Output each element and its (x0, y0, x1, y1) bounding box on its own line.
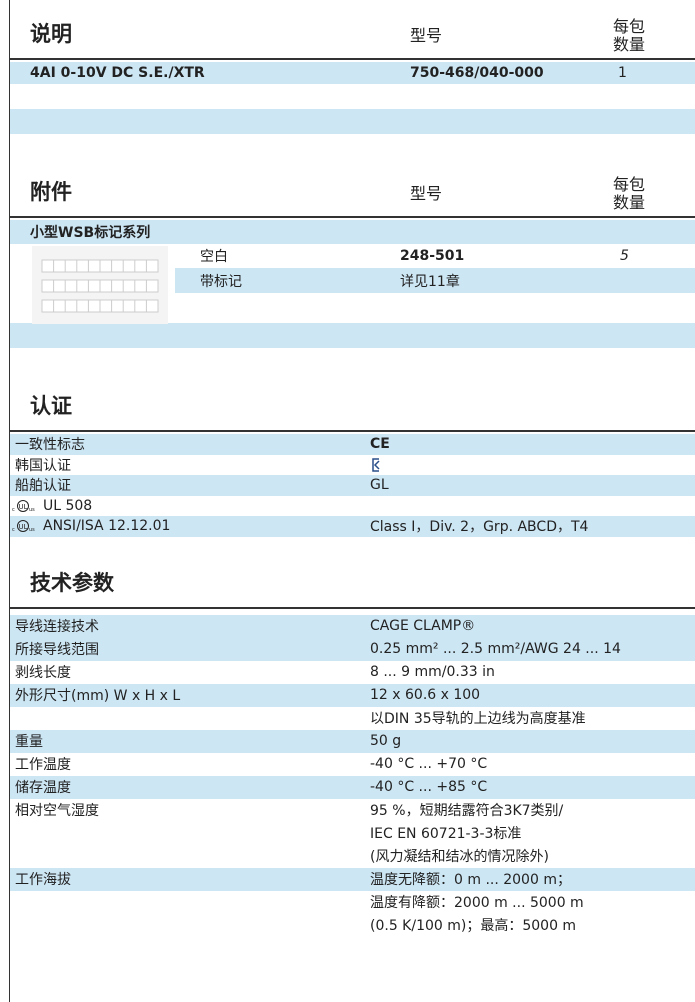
header-pack-unit: 每包数量 (613, 17, 646, 54)
item-no: 750-468/040-000 (410, 65, 544, 81)
tech-label: 所接导线范围 (15, 642, 99, 658)
tech-value: 12 x 60.6 x 100 (370, 687, 481, 703)
tech-value: (0.5 K/100 m)；最高：5000 m (370, 918, 577, 934)
approval-label: 韩国认证 (15, 457, 71, 474)
header-item-no: 型号 (410, 184, 443, 203)
tech-value: 以DIN 35导轨的上边线为高度基准 (370, 711, 586, 727)
approval-value: CE (370, 436, 390, 453)
pack-unit: 1 (618, 65, 627, 81)
kc-logo (372, 458, 380, 472)
tech-row: 工作温度 -40 °C ... +70 °C (10, 753, 695, 776)
approval-row: UL c us UL 508 (10, 496, 695, 517)
header-pack-unit: 每包数量 (613, 175, 646, 212)
approval-row: 船舶认证 GL (10, 475, 695, 496)
tech-label: 储存温度 (15, 780, 71, 796)
tech-row: 剥线长度 8 ... 9 mm/0.33 in (10, 661, 695, 684)
svg-text:us: us (29, 507, 35, 513)
tech-label: 导线连接技术 (15, 619, 99, 635)
header-item-no: 型号 (410, 26, 443, 45)
tech-label: 剥线长度 (15, 665, 71, 681)
item-no: 详见11章 (400, 273, 460, 290)
approval-row: 一致性标志 CE (10, 434, 695, 455)
accessory-row: 空白 248-501 5 (10, 244, 695, 268)
group-name: 小型WSB标记系列 (30, 225, 151, 241)
product-row: 4AI 0-10V DC S.E./XTR 750-468/040-000 1 (10, 62, 695, 84)
svg-text:c: c (12, 507, 15, 513)
svg-text:us: us (29, 527, 35, 533)
description: 带标记 (200, 273, 242, 290)
approval-value: GL (370, 477, 389, 494)
tech-row: IEC EN 60721-3-3标准 (10, 822, 695, 845)
tech-label: 相对空气湿度 (15, 803, 99, 819)
blank-row (10, 109, 695, 134)
marker-image (32, 246, 168, 324)
svg-text:c: c (12, 527, 15, 533)
tech-value: 8 ... 9 mm/0.33 in (370, 664, 495, 680)
approval-value: Class I，Div. 2，Grp. ABCD，T4 (370, 519, 589, 536)
blank-row (10, 84, 695, 109)
blank-row (10, 134, 695, 162)
tech-row: 温度有降额：2000 m ... 5000 m (10, 891, 695, 914)
ul-logo: ULc us (12, 520, 35, 533)
tech-value: 温度有降额：2000 m ... 5000 m (370, 895, 584, 911)
approvals-section: 认证 一致性标志 CE 韩国认证 船舶认证 GL UL c us UL 508 UL c us ANSI/… (10, 376, 695, 537)
blank-row (10, 323, 695, 348)
svg-text:UL: UL (18, 523, 27, 531)
tech-value: -40 °C ... +85 °C (370, 779, 488, 795)
tech-row: 外形尺寸(mm) W x H x L 12 x 60.6 x 100 (10, 683, 695, 707)
product-section: 说明 型号 每包数量 4AI 0-10V DC S.E./XTR 750-468/040… (10, 0, 695, 162)
technical-section: 技术参数导线连接技术 CAGE CLAMP® 所接导线范围 0.25 mm² ... … (10, 537, 695, 937)
tech-value: CAGE CLAMP® (370, 618, 476, 634)
item-no: 248-501 (400, 248, 465, 264)
tech-row: 所接导线范围 0.25 mm² ... 2.5 mm²/AWG 24 ... 14 (10, 637, 695, 661)
blank-row (10, 348, 695, 376)
tech-row: 以DIN 35导轨的上边线为高度基准 (10, 707, 695, 730)
approval-label: UL 508 (43, 497, 93, 514)
header-title: 技术参数 (30, 570, 114, 595)
tech-value: 0.25 mm² ... 2.5 mm²/AWG 24 ... 14 (370, 641, 621, 657)
pack-unit: 5 (620, 248, 629, 264)
tech-value: 50 g (370, 733, 402, 749)
approval-label: 一致性标志 (15, 437, 85, 454)
approval-row: UL c us ANSI/ISA 12.12.01 Class I，Div. 2，Grp… (10, 516, 695, 537)
tech-row: 导线连接技术 CAGE CLAMP® (10, 614, 695, 638)
tech-value: 95 %，短期结露符合3K7类别/ (370, 803, 564, 819)
tech-label: 工作温度 (15, 757, 71, 773)
tech-value: IEC EN 60721-3-3标准 (370, 826, 522, 842)
tech-row: (风力凝结和结冰的情况除外) (10, 845, 695, 868)
group-row: 小型WSB标记系列 (10, 220, 695, 244)
ul-logo: ULc us (12, 499, 35, 513)
tech-label: 工作海拔 (15, 872, 71, 888)
section-header: 说明 型号 每包数量 (10, 0, 695, 60)
tech-row: (0.5 K/100 m)；最高：5000 m (10, 914, 695, 937)
tech-row: 相对空气湿度 95 %，短期结露符合3K7类别/ (10, 799, 695, 822)
svg-text:UL: UL (18, 503, 27, 511)
description: 4AI 0-10V DC S.E./XTR (30, 65, 205, 81)
tech-value: 温度无降额：0 m ... 2000 m； (370, 872, 571, 888)
section-header: 认证 (10, 376, 695, 432)
accessories-section: 附件 型号 每包数量小型WSB标记系列空白 248-501 5 带标记 详见11章 (10, 162, 695, 376)
tech-row: 重量 50 g (10, 729, 695, 753)
tech-value: -40 °C ... +70 °C (370, 756, 488, 772)
header-title: 说明 (30, 22, 72, 46)
approval-row: 韩国认证 (10, 455, 695, 476)
section-header: 技术参数 (10, 537, 695, 609)
page: 说明 型号 每包数量 4AI 0-10V DC S.E./XTR 750-468/040… (9, 0, 695, 1002)
header-title: 附件 (30, 180, 72, 204)
tech-label: 重量 (15, 734, 43, 750)
tech-value: (风力凝结和结冰的情况除外) (370, 849, 549, 865)
section-header: 附件 型号 每包数量 (10, 162, 695, 218)
approval-label: 船舶认证 (15, 478, 71, 495)
tech-label: 外形尺寸(mm) W x H x L (15, 688, 181, 704)
description: 空白 (200, 249, 228, 265)
header-title: 认证 (30, 394, 72, 418)
tech-row: 工作海拔 温度无降额：0 m ... 2000 m； (10, 867, 695, 891)
approval-label: ANSI/ISA 12.12.01 (43, 518, 171, 535)
tech-row: 储存温度 -40 °C ... +85 °C (10, 775, 695, 799)
